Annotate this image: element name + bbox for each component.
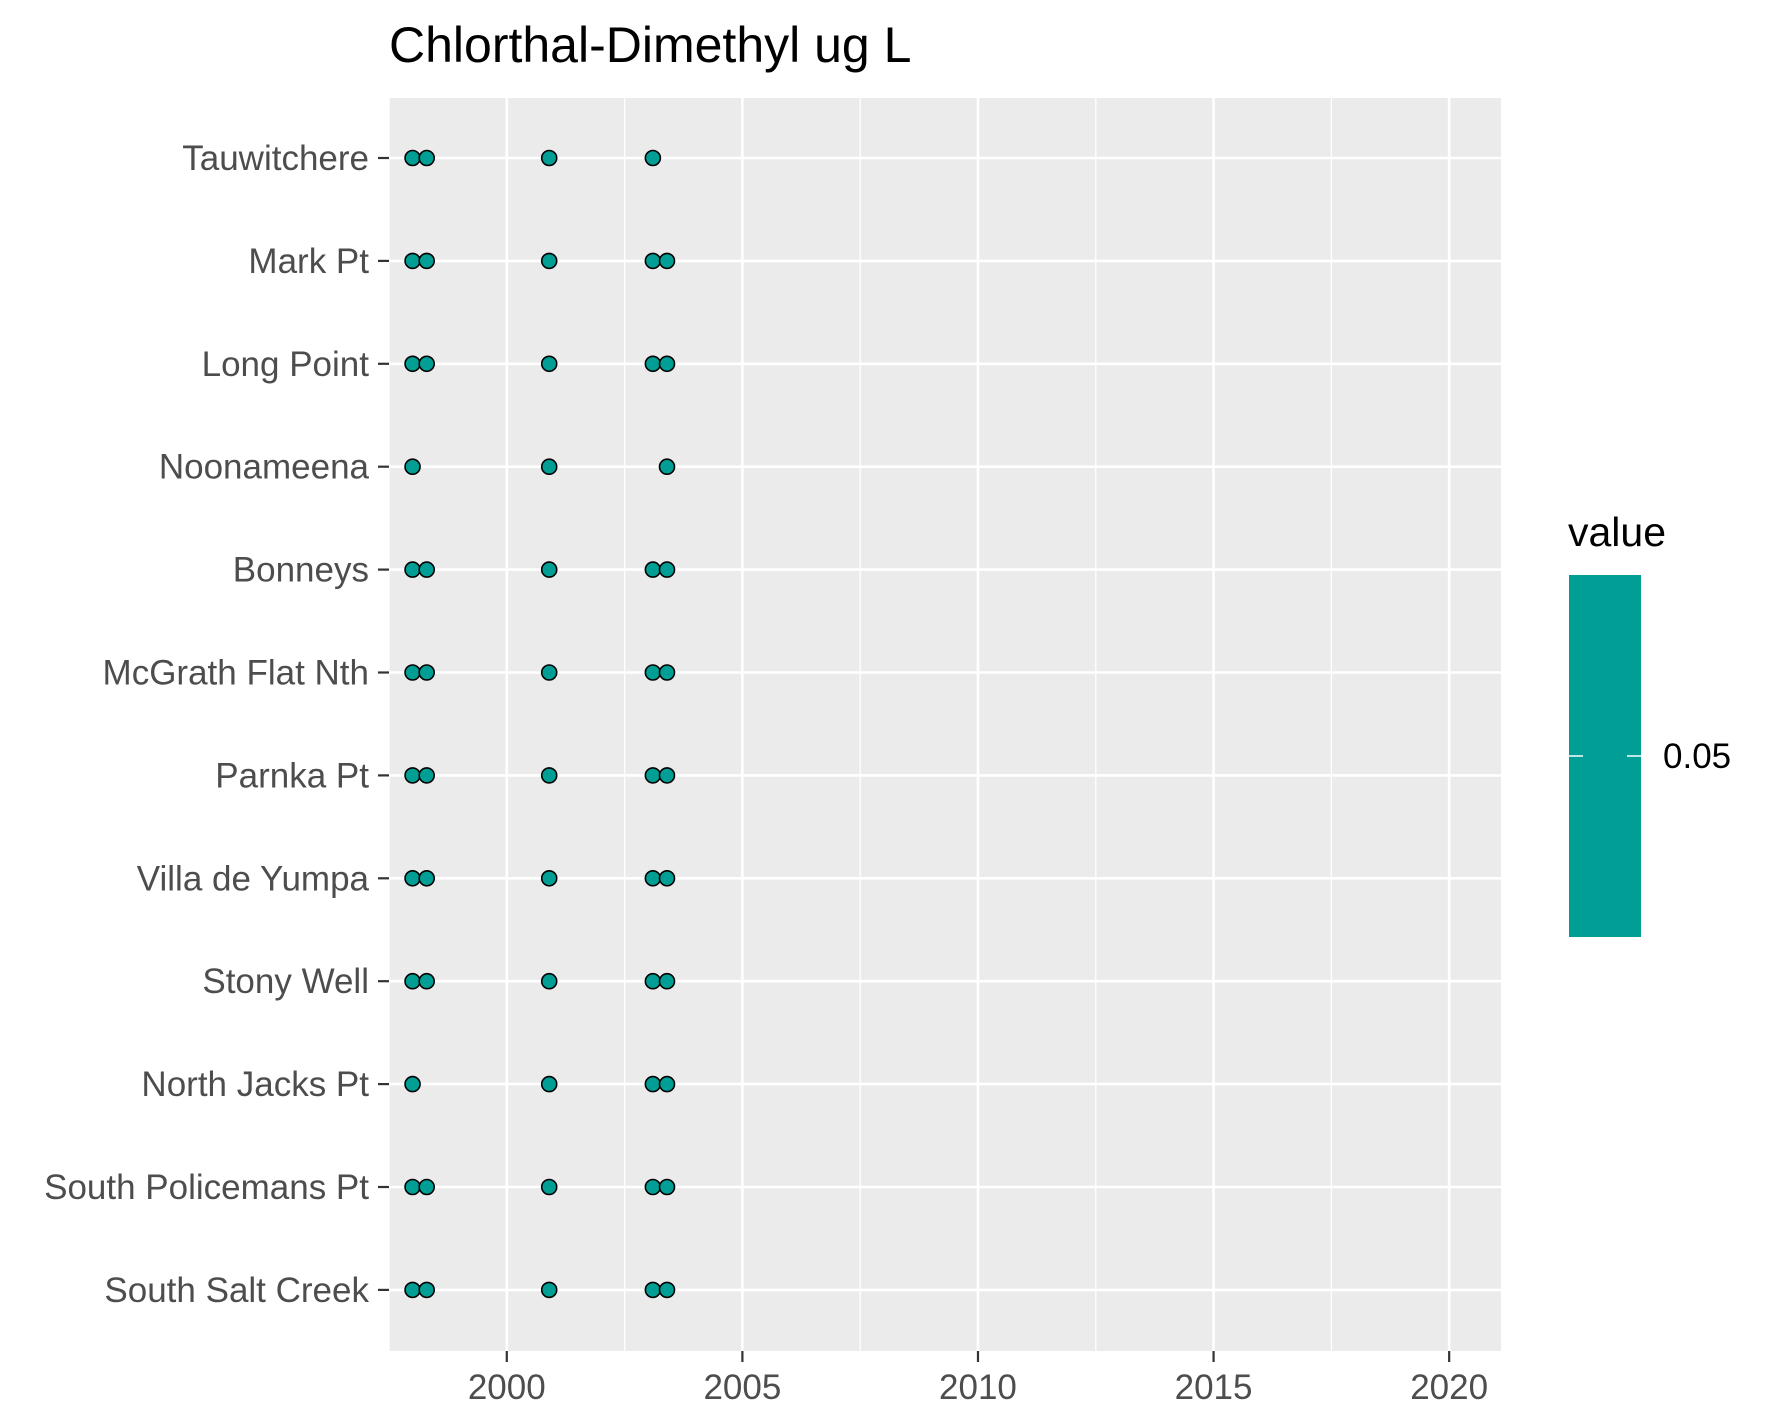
data-point <box>644 664 662 681</box>
data-point <box>540 1281 558 1299</box>
data-point <box>540 972 558 990</box>
data-point <box>540 252 558 270</box>
data-point <box>658 869 676 887</box>
data-points <box>404 149 676 1299</box>
chart-title: Chlorthal-Dimethyl ug L <box>389 17 911 73</box>
legend: value 0.05 <box>1568 509 1731 937</box>
data-point <box>404 767 421 784</box>
y-tick-label: Stony Well <box>202 962 369 1001</box>
data-point <box>540 767 558 784</box>
data-point <box>404 355 421 373</box>
data-point <box>404 458 421 476</box>
plot-panel <box>389 98 1501 1351</box>
y-tick-label: Noonameena <box>159 448 370 487</box>
data-point <box>404 1075 421 1093</box>
data-point <box>658 458 676 476</box>
data-point <box>540 1178 558 1196</box>
data-point <box>540 458 558 476</box>
data-point <box>644 1178 662 1196</box>
grid-minor <box>388 98 1333 1351</box>
x-tick-label: 2000 <box>468 1368 546 1407</box>
data-point <box>404 252 421 270</box>
data-point <box>658 1281 676 1299</box>
data-point <box>644 1075 662 1093</box>
data-point <box>658 664 676 681</box>
data-point <box>644 355 662 373</box>
x-tick-label: 2015 <box>1175 1368 1253 1407</box>
y-tick-label: South Salt Creek <box>104 1271 369 1310</box>
data-point <box>658 1178 676 1196</box>
data-point <box>404 561 421 578</box>
x-tick-label: 2020 <box>1410 1368 1488 1407</box>
data-point <box>418 1178 435 1196</box>
y-tick-label: McGrath Flat Nth <box>103 654 369 693</box>
data-point <box>644 252 662 270</box>
y-tick-label: Long Point <box>202 345 370 384</box>
data-point <box>658 561 676 578</box>
data-point <box>418 561 435 578</box>
x-tick-label: 2010 <box>939 1368 1017 1407</box>
x-axis: 2000 2005 2010 2015 2020 <box>468 1351 1488 1407</box>
x-tick-label: 2005 <box>703 1368 781 1407</box>
data-point <box>404 149 421 167</box>
data-point <box>404 869 421 887</box>
data-point <box>644 149 662 167</box>
data-point <box>418 664 435 681</box>
data-point <box>418 767 435 784</box>
legend-title: value <box>1568 509 1666 555</box>
legend-label: 0.05 <box>1663 737 1731 776</box>
grid-major <box>389 98 1501 1351</box>
data-point <box>658 355 676 373</box>
data-point <box>658 252 676 270</box>
y-axis: South Salt Creek South Policemans Pt North… <box>44 139 389 1310</box>
data-point <box>540 1075 558 1093</box>
data-point <box>404 664 421 681</box>
data-point <box>644 869 662 887</box>
y-tick-label: North Jacks Pt <box>141 1065 369 1104</box>
data-point <box>644 972 662 990</box>
data-point <box>418 1281 435 1299</box>
data-point <box>404 1178 421 1196</box>
data-point <box>540 355 558 373</box>
data-point <box>540 869 558 887</box>
y-tick-label: Villa de Yumpa <box>137 859 370 898</box>
y-tick-label: Tauwitchere <box>182 139 369 178</box>
data-point <box>404 1281 421 1299</box>
y-tick-label: Parnka Pt <box>215 756 369 795</box>
y-tick-label: Mark Pt <box>248 242 369 281</box>
data-point <box>540 664 558 681</box>
data-point <box>418 252 435 270</box>
data-point <box>658 767 676 784</box>
data-point <box>418 355 435 373</box>
data-point <box>658 1075 676 1093</box>
y-tick-label: South Policemans Pt <box>44 1168 369 1207</box>
data-point <box>540 149 558 167</box>
data-point <box>418 869 435 887</box>
data-point <box>418 149 435 167</box>
data-point <box>644 767 662 784</box>
data-point <box>404 972 421 990</box>
data-point <box>644 561 662 578</box>
data-point <box>658 972 676 990</box>
data-point <box>418 972 435 990</box>
data-point <box>644 1281 662 1299</box>
data-point <box>540 561 558 578</box>
y-tick-label: Bonneys <box>233 551 369 590</box>
